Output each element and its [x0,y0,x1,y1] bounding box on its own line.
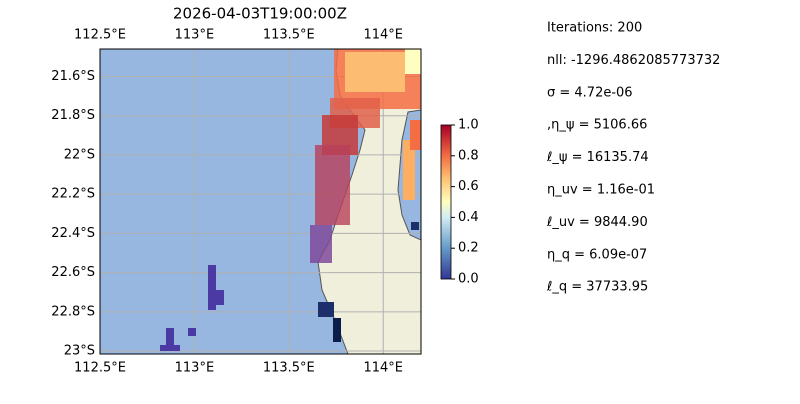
lon-tick-label-top: 113.5°E [263,28,315,43]
map-area [100,49,421,354]
lon-tick-label-bottom: 114°E [363,361,403,376]
heatmap [160,49,421,351]
lon-tick-label-bottom: 112.5°E [74,361,126,376]
lat-tick-label: 22.6°S [51,265,95,280]
info-line: ℓ_uv = 9844.90 [546,215,648,230]
lat-tick-label: 22°S [64,147,95,162]
info-line: ,η_ψ = 5106.66 [547,118,647,133]
lon-tick-label-top: 112.5°E [74,28,126,43]
lon-tick-label-bottom: 113°E [175,361,215,376]
lat-tick-label: 22.8°S [51,304,95,319]
colorbar-tick-label: 0.4 [458,210,479,225]
info-line: η_uv = 1.16e-01 [547,183,655,198]
info-line: Iterations: 200 [547,21,642,36]
lon-tick-label-bottom: 113.5°E [263,361,315,376]
info-line: ℓ_q = 37733.95 [546,280,648,295]
lat-tick-label: 21.6°S [51,69,95,84]
info-line: η_q = 6.09e-07 [547,247,647,262]
lat-tick-label: 22.4°S [51,226,95,241]
colorbar-tick-label: 0.0 [458,272,479,287]
lat-tick-label: 22.2°S [51,187,95,202]
lon-tick-label-top: 113°E [175,28,215,43]
info-line: σ = 4.72e-06 [547,85,633,100]
colorbar-tick-label: 0.8 [458,148,479,163]
lat-tick-label: 23°S [64,344,95,359]
info-line: ℓ_ψ = 16135.74 [546,150,649,165]
map-title: 2026-04-03T19:00:00Z [173,5,347,23]
colorbar-tick-label: 1.0 [458,118,479,133]
lat-tick-label: 21.8°S [51,108,95,123]
colorbar-tick-label: 0.6 [458,179,479,194]
map-frame [99,48,422,355]
info-line: nll: -1296.4862085773732 [547,53,720,68]
colorbar-tick-label: 0.2 [458,241,479,256]
colorbar [440,124,452,280]
lon-tick-label-top: 114°E [363,28,403,43]
